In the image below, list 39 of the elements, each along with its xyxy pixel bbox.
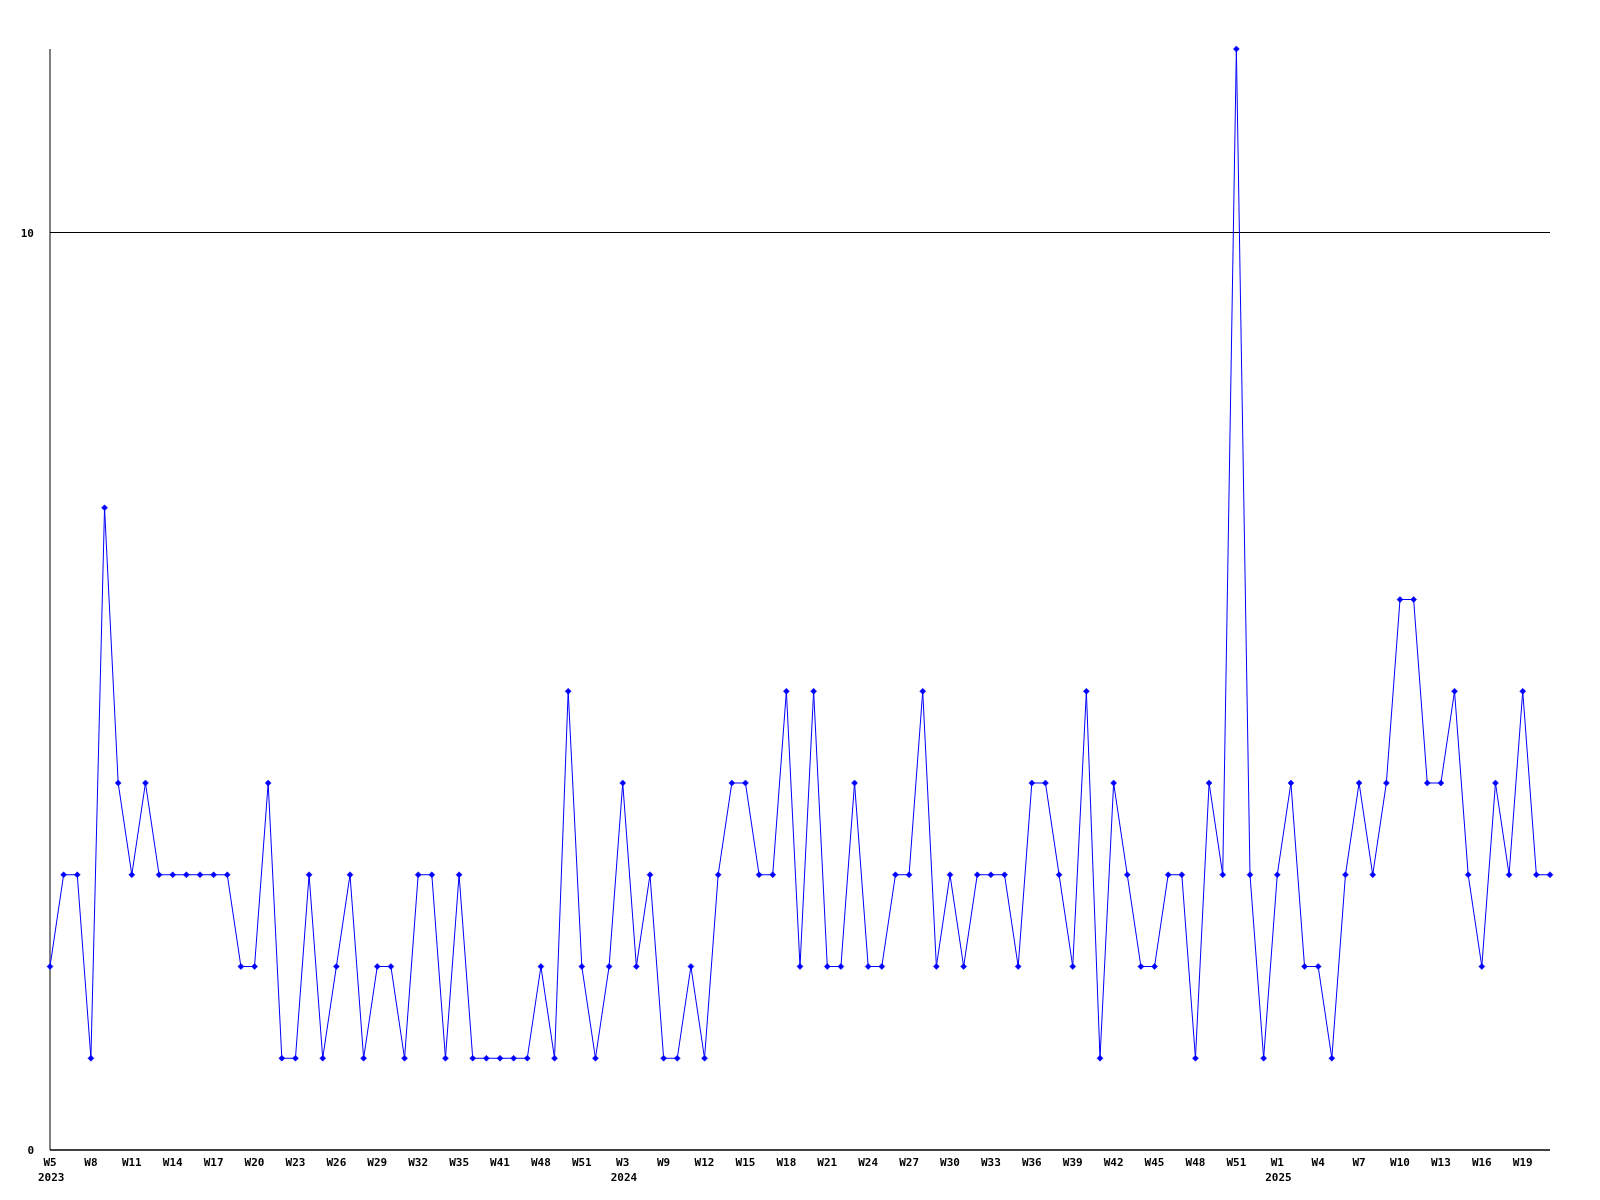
x-tick-label: W51 bbox=[1226, 1156, 1247, 1169]
x-tick-label: W39 bbox=[1062, 1156, 1083, 1169]
x-tick-label: W33 bbox=[980, 1156, 1001, 1169]
x-tick-label: W12 bbox=[694, 1156, 715, 1169]
x-tick-label: W41 bbox=[490, 1156, 511, 1169]
x-tick-label: W30 bbox=[940, 1156, 960, 1169]
x-tick-label: W17 bbox=[203, 1156, 224, 1169]
x-tick-label: W45 bbox=[1144, 1156, 1165, 1169]
x-tick-label: W27 bbox=[899, 1156, 920, 1169]
x-tick-label: W18 bbox=[776, 1156, 797, 1169]
x-tick-label: W48 bbox=[1185, 1156, 1206, 1169]
x-tick-label: W29 bbox=[367, 1156, 388, 1169]
x-tick-label: W42 bbox=[1103, 1156, 1124, 1169]
x-tick-label: W26 bbox=[326, 1156, 347, 1169]
x-tick-label: W4 bbox=[1311, 1156, 1326, 1169]
x-tick-label: W13 bbox=[1430, 1156, 1451, 1169]
x-tick-label: W23 bbox=[285, 1156, 306, 1169]
x-tick-label: W3 2024 bbox=[610, 1156, 638, 1184]
y-tick-label: 0 bbox=[27, 1144, 34, 1157]
x-tick-label: W14 bbox=[162, 1156, 184, 1169]
x-tick-label: W20 bbox=[244, 1156, 265, 1169]
x-tick-label: W16 bbox=[1471, 1156, 1493, 1169]
x-tick-label: W21 bbox=[817, 1156, 838, 1169]
x-tick-label: W19 bbox=[1512, 1156, 1533, 1169]
x-tick-label: W9 bbox=[657, 1156, 671, 1169]
x-tick-label: W48 bbox=[530, 1156, 551, 1169]
x-tick-label: W5 2023 bbox=[37, 1156, 65, 1184]
x-tick-label: W51 bbox=[571, 1156, 593, 1169]
x-tick-label: W8 bbox=[84, 1156, 98, 1169]
x-tick-label: W11 bbox=[121, 1156, 143, 1169]
x-tick-label: W15 bbox=[735, 1156, 756, 1169]
x-tick-label: W24 bbox=[858, 1156, 879, 1169]
x-tick-label: W10 bbox=[1390, 1156, 1410, 1169]
x-tick-label: W7 bbox=[1352, 1156, 1366, 1169]
x-tick-label: W36 bbox=[1021, 1156, 1043, 1169]
x-tick-label: W35 bbox=[449, 1156, 470, 1169]
x-tick-label: W1 2025 bbox=[1265, 1156, 1292, 1184]
x-tick-label: W32 bbox=[408, 1156, 429, 1169]
y-tick-label: 10 bbox=[20, 226, 34, 240]
